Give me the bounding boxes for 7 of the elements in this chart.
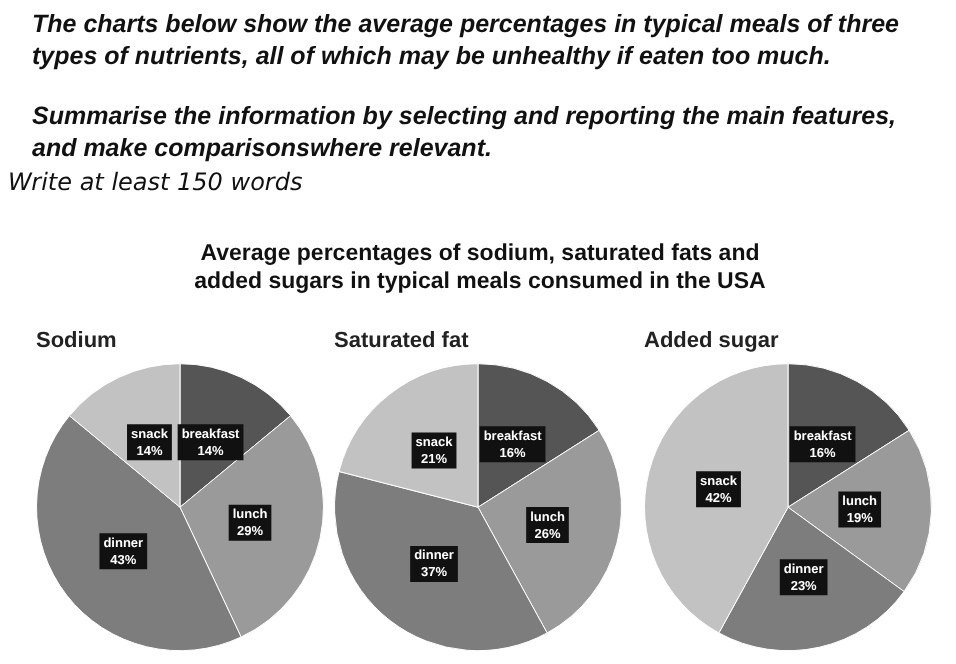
text: Summarise the information by selecting and reporting the main features, and make comparisonswhere relevant. (32, 100, 899, 164)
chart-title: Added sugar (644, 329, 780, 354)
chart-title: Sodium (36, 329, 118, 354)
chart-title: Saturated fat (334, 329, 470, 354)
text: The charts below show the average percentages in typical meals of three types of nutrients, all of which may be unhealthy if eaten too much. (32, 8, 901, 72)
text: Write at least 150 words (8, 168, 303, 196)
text: Average percentages of sodium, saturated fats and added sugars in typical meals consumed in the USA (192, 240, 768, 296)
